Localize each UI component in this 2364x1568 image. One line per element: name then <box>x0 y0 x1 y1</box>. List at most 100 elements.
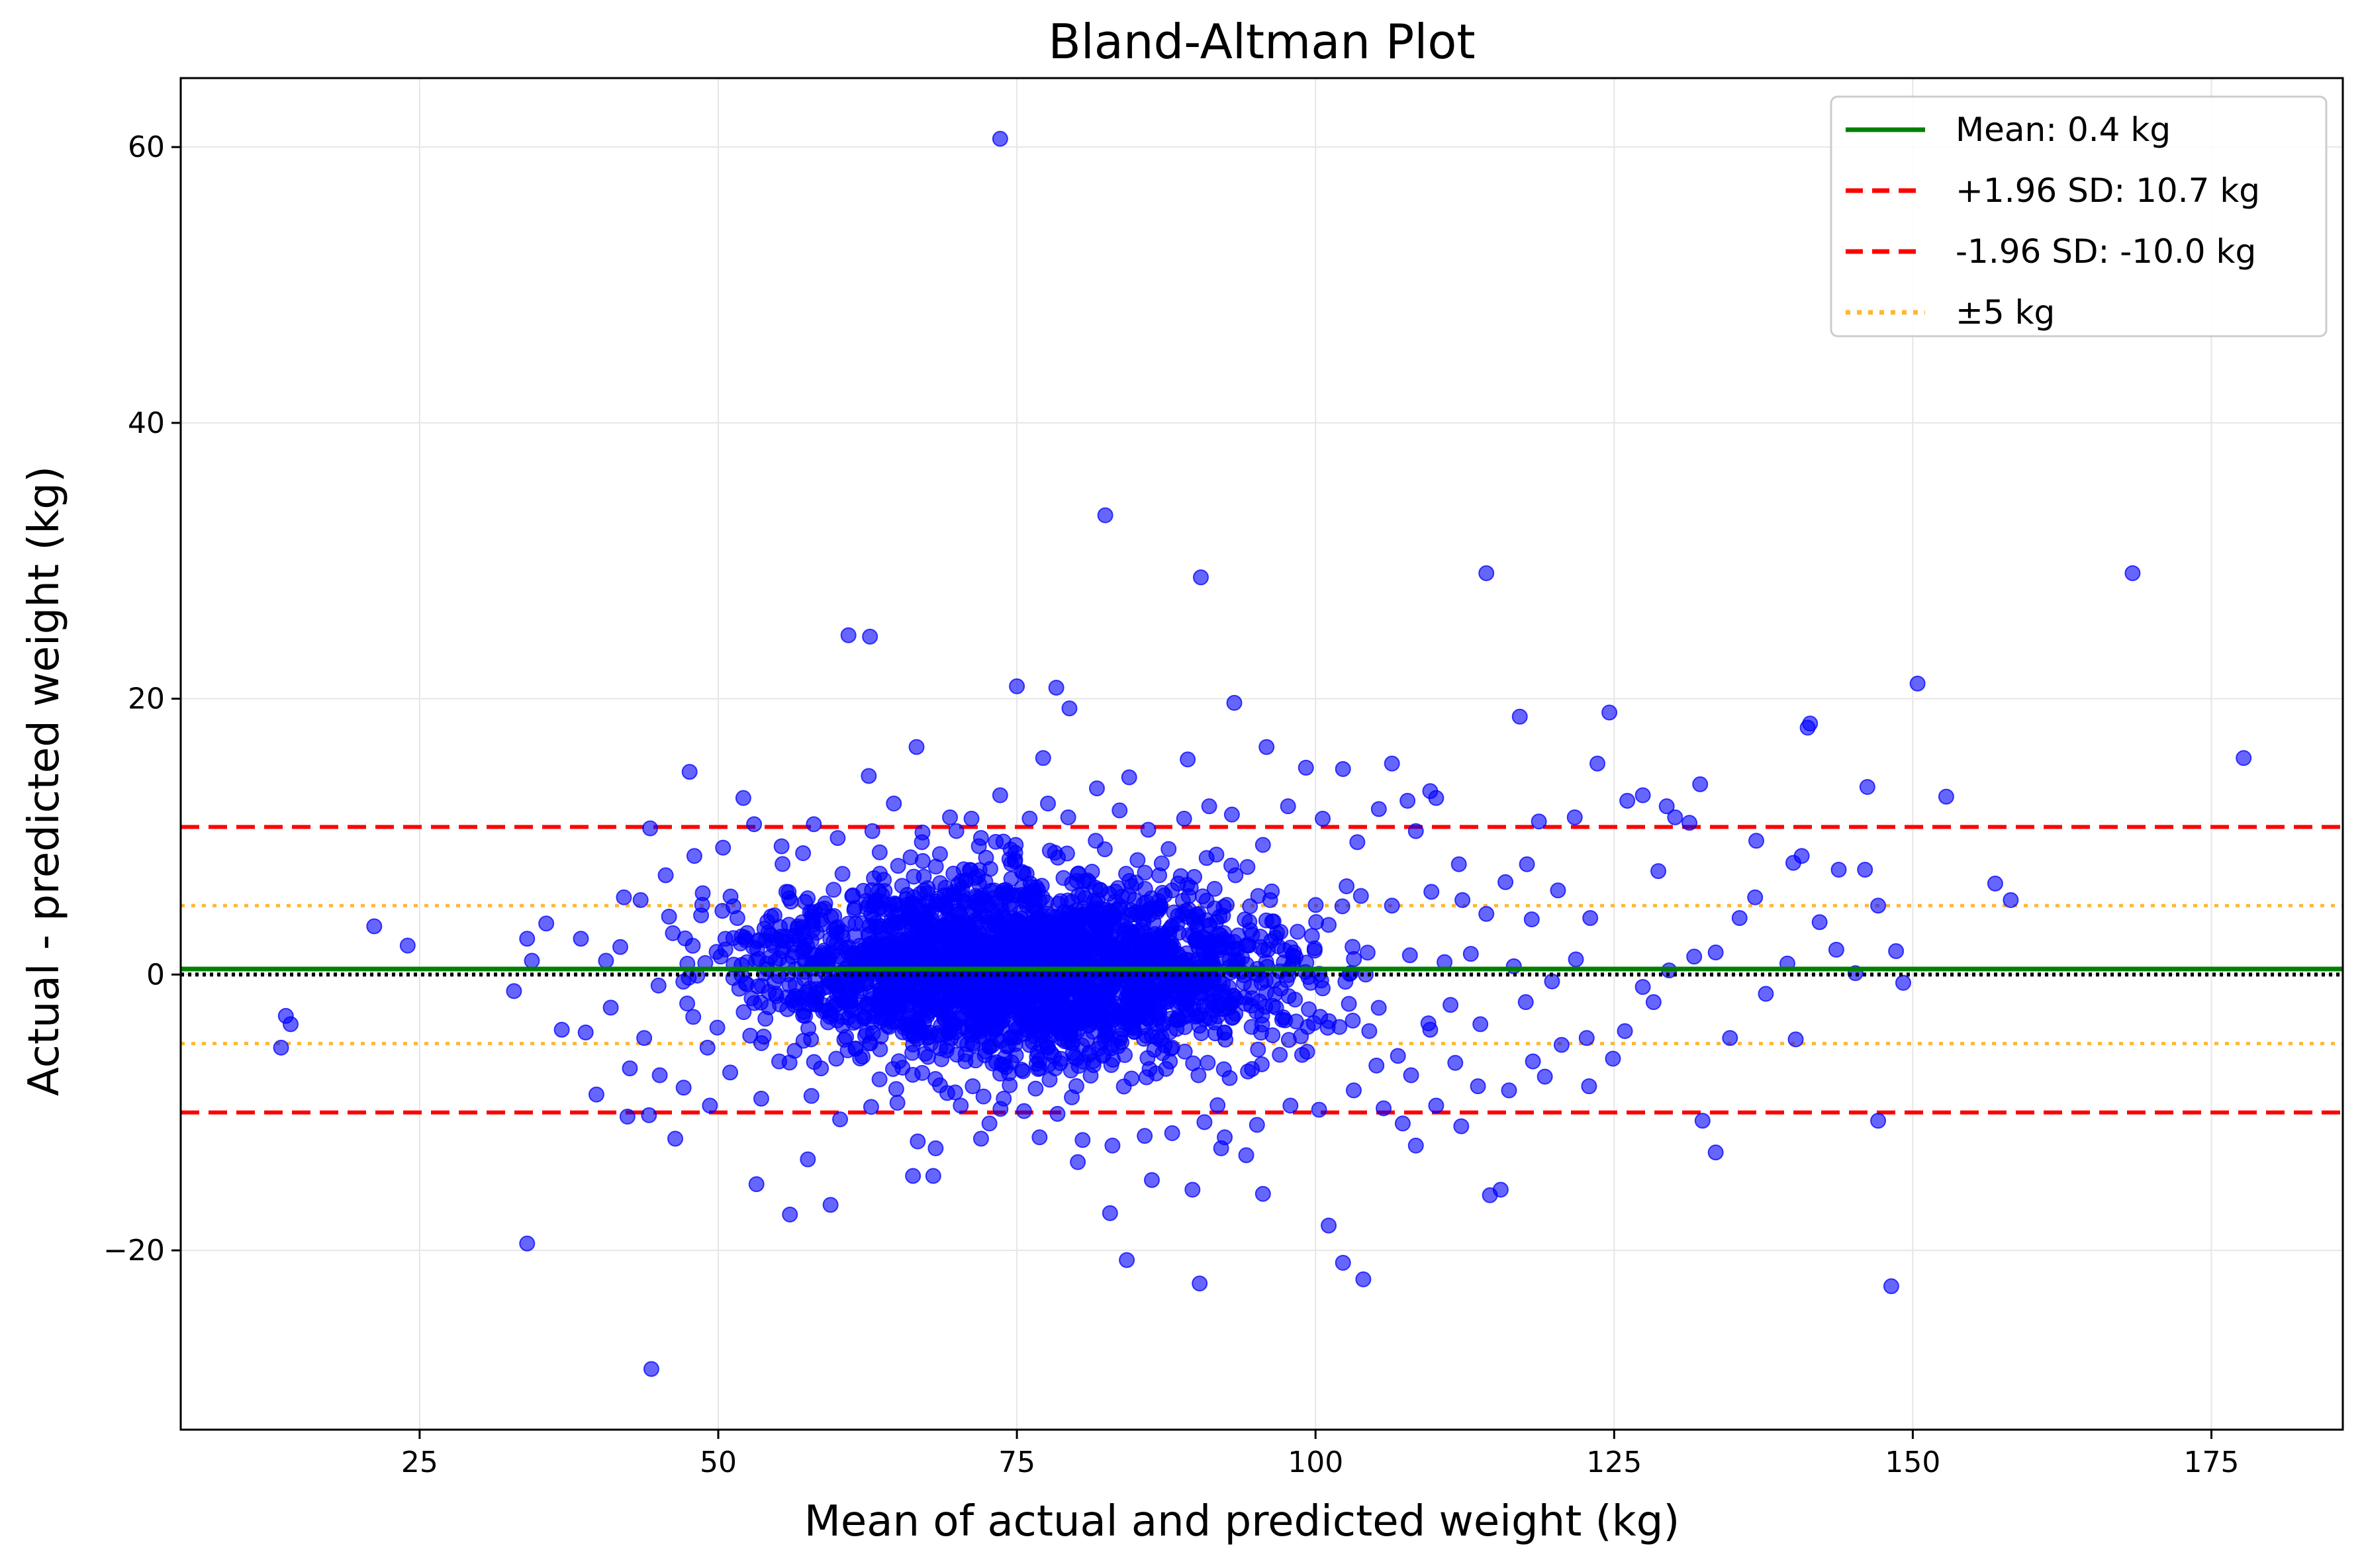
scatter-point <box>1883 1278 1899 1295</box>
scatter-point <box>1550 882 1566 899</box>
scatter-point <box>1035 750 1051 766</box>
scatter-point <box>948 823 965 839</box>
scatter-point <box>366 918 383 935</box>
scatter-point <box>1401 947 1418 964</box>
scatter-point <box>965 1035 981 1052</box>
scatter-point <box>1215 1061 1232 1078</box>
scatter-point <box>1537 1068 1553 1085</box>
scatter-point <box>1578 1030 1595 1046</box>
grid <box>181 78 2343 1430</box>
scatter-point <box>1196 1114 1213 1130</box>
scatter-point <box>1243 1019 1260 1035</box>
scatter-point <box>879 1017 896 1034</box>
scatter-point <box>870 992 886 1008</box>
scatter-point <box>1248 1003 1264 1020</box>
scatter-point <box>1061 700 1078 717</box>
scatter-point <box>1239 858 1256 875</box>
scatter-point <box>981 1115 998 1132</box>
scatter-point <box>1747 889 1764 905</box>
scatter-point <box>963 991 980 1007</box>
legend-label: ±5 kg <box>1956 293 2055 332</box>
scatter-point <box>1617 1023 1633 1039</box>
scatter-point <box>1517 994 1534 1011</box>
scatter-point <box>1355 1271 1372 1287</box>
scatter-point <box>524 952 540 969</box>
scatter-point <box>1253 1056 1270 1072</box>
scatter-point <box>1857 862 1873 878</box>
scatter-point <box>955 1009 971 1026</box>
scatter-point <box>1104 1137 1121 1154</box>
scatter-point <box>992 130 1008 147</box>
scatter-point <box>636 1030 653 1046</box>
scatter-point <box>619 1109 636 1125</box>
scatter-point <box>1015 1063 1031 1080</box>
scatter-point <box>1301 1001 1317 1017</box>
scatter-point <box>1293 1028 1309 1044</box>
scatter-point <box>1335 1254 1351 1271</box>
scatter-point <box>1198 850 1215 866</box>
scatter-point <box>1088 780 1105 797</box>
scatter-point <box>1748 833 1765 849</box>
scatter-point <box>1619 792 1636 809</box>
scatter-point <box>1111 802 1128 819</box>
scatter-point <box>814 916 831 933</box>
scatter-point <box>1311 1101 1327 1118</box>
scatter-point <box>1096 841 1113 858</box>
scatter-point <box>1045 923 1061 940</box>
scatter-point <box>1102 903 1118 919</box>
scatter-point <box>1501 1082 1517 1099</box>
scatter-point <box>1123 1005 1140 1021</box>
scatter-point <box>914 853 931 869</box>
scatter-point <box>935 919 951 935</box>
scatter-point <box>1007 1036 1023 1052</box>
scatter-point <box>681 764 698 780</box>
scatter-point <box>1650 863 1667 880</box>
scatter-point <box>818 1003 834 1019</box>
scatter-point <box>1423 884 1440 900</box>
scatter-point <box>1088 896 1104 912</box>
scatter-point <box>1041 843 1058 859</box>
scatter-point <box>1307 897 1324 913</box>
scatter-point <box>965 903 981 919</box>
scatter-point <box>1002 1077 1018 1093</box>
scatter-point <box>702 1097 718 1114</box>
scatter-point <box>886 796 902 812</box>
scatter-point <box>826 882 842 898</box>
scatter-point <box>941 887 957 903</box>
scatter-point <box>800 890 816 907</box>
x-tick-label: 25 <box>401 1446 438 1479</box>
scatter-point <box>1102 1205 1118 1221</box>
scatter-point <box>839 945 856 961</box>
scatter-point <box>1072 945 1089 962</box>
scatter-point <box>1198 892 1215 909</box>
scatter-point <box>779 1001 796 1017</box>
scatter-point <box>872 1041 888 1058</box>
scatter-point <box>1040 796 1057 812</box>
scatter-point <box>1686 948 1703 965</box>
scatter-point <box>1339 878 1355 895</box>
scatter-point <box>1229 941 1246 957</box>
scatter-point <box>538 915 555 932</box>
scatter-point <box>970 868 986 884</box>
scatter-point <box>998 1059 1014 1076</box>
scatter-point <box>1384 755 1400 772</box>
scatter-point <box>779 933 795 950</box>
scatter-point <box>756 920 773 937</box>
scatter-point <box>1237 911 1253 928</box>
scatter-point <box>1828 941 1844 958</box>
scatter-point <box>978 898 995 914</box>
scatter-point <box>1201 798 1217 815</box>
scatter-point <box>1294 1046 1310 1063</box>
scatter-point <box>2124 565 2141 582</box>
scatter-point <box>863 1099 879 1115</box>
x-tick-label: 75 <box>998 1446 1035 1479</box>
scatter-point <box>1454 892 1471 908</box>
scatter-point <box>775 856 791 872</box>
scatter-point <box>1121 769 1137 786</box>
y-axis-ticks: −20 0 20 40 60 <box>103 130 181 1268</box>
y-axis-label: Actual - predicted weight (kg) <box>20 466 69 1096</box>
scatter-point <box>868 892 884 908</box>
scatter-point <box>709 1019 726 1036</box>
scatter-point <box>1070 865 1087 882</box>
scatter-point <box>1119 1252 1135 1268</box>
